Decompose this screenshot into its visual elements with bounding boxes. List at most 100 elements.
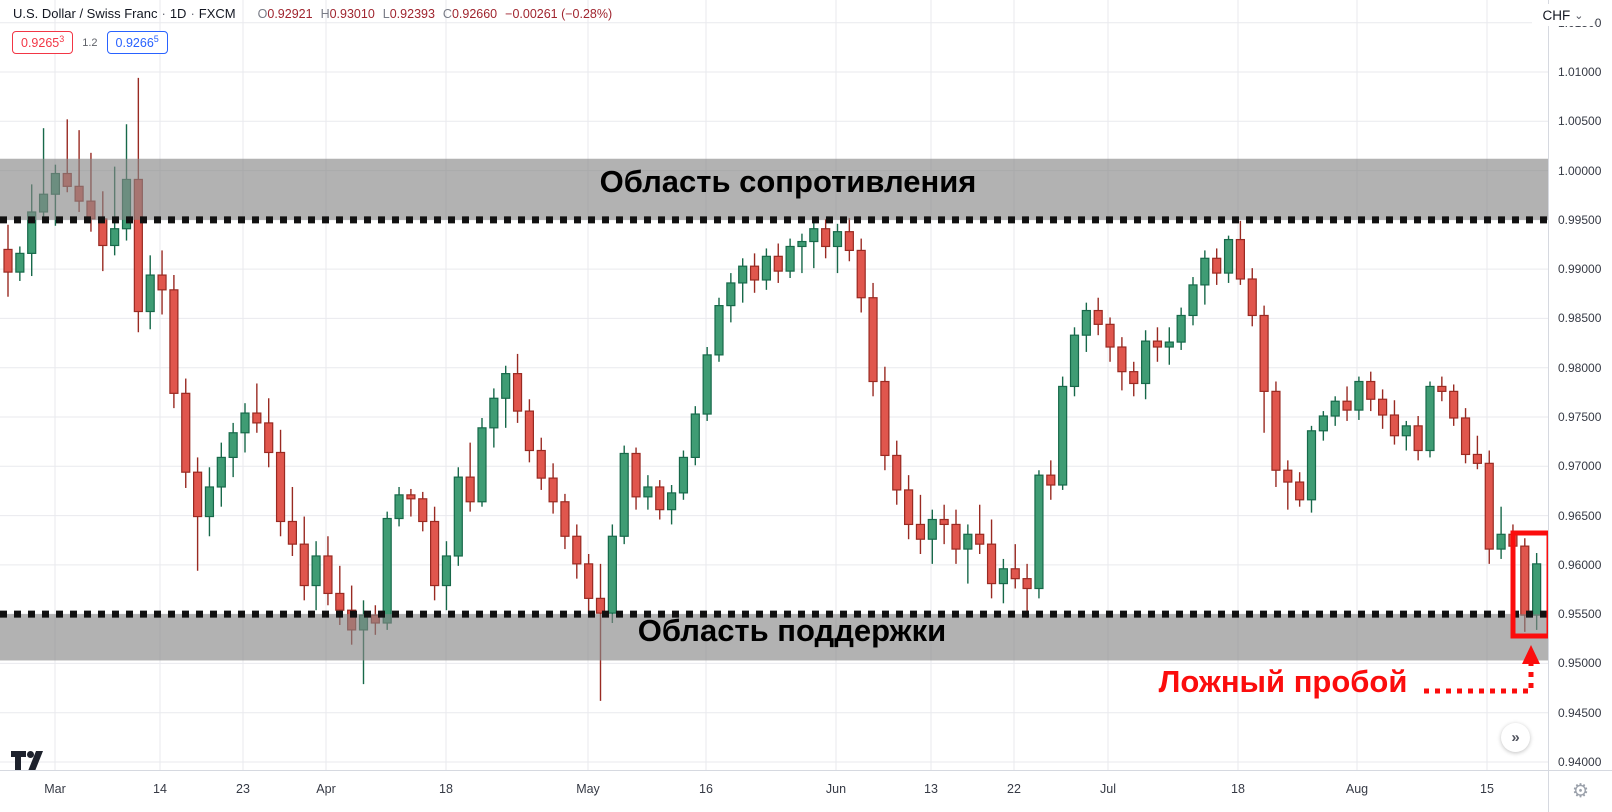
candle-body [1069,334,1080,388]
support-zone[interactable] [0,614,1548,661]
ask-price-pip: 5 [153,34,159,44]
candle-body [1235,238,1246,280]
candle-body [690,413,700,459]
candle-body [145,274,155,313]
candle-body [1330,400,1340,417]
interval-label[interactable]: 1D [169,6,187,21]
support-zone-label: Область поддержки [638,613,946,648]
candle-body [702,354,712,415]
candle-body [299,543,309,587]
candle-body [963,533,973,550]
candle-body [773,255,783,272]
time-tick-label: Apr [316,782,336,796]
candle-body [1389,414,1400,437]
time-tick-label: Jun [825,782,847,796]
time-tick-label: Jul [1100,782,1116,796]
candle-body [418,498,428,523]
candle-body [524,410,535,452]
candle-body [228,432,238,459]
candle-body [584,563,594,599]
false-breakout-label: Ложный пробой [1159,664,1408,699]
candle-body [441,555,452,587]
candle-body [631,452,641,498]
tradingview-logo[interactable] [10,750,44,772]
price-tick-label: 0.99000 [1558,262,1602,277]
candle-body [1117,346,1127,373]
candle-body [1425,385,1435,452]
candle-body [797,240,807,248]
currency-selector[interactable]: CHF ⌄ [1532,4,1594,26]
false-breakout-box[interactable] [1510,530,1548,639]
time-tick-label: 22 [1007,782,1021,796]
resistance-zone[interactable] [0,158,1548,220]
candle-body [1247,278,1257,317]
candle-body [1460,417,1471,456]
candle-body [998,568,1009,585]
candle-body [311,555,321,587]
symbol-title[interactable]: U.S. Dollar / Swiss Franc [13,6,158,21]
candle-body [1342,400,1352,411]
price-axis[interactable]: 1.015001.010001.005001.000000.995000.990… [1548,0,1612,770]
candle-body [323,555,333,595]
candle-body [1306,430,1317,501]
candle-body [975,533,985,545]
candle-body [785,245,795,272]
resistance-zone-label: Область сопротивления [600,164,977,199]
candle-body [157,274,167,291]
price-tick-label: 0.94500 [1558,705,1602,720]
price-tick-label: 0.97000 [1558,459,1602,474]
time-axis[interactable]: Mar 14 23 Apr 18 May 16 Jun 13 22 Jul 18 Aug 15 [0,770,1548,812]
candle-body [714,305,724,356]
ask-price-button[interactable]: 0.92665 [106,31,168,55]
candle-body [264,422,274,454]
candle-body [572,535,582,565]
candle-body [726,282,736,307]
candle-body [666,492,677,511]
spread-value: 1.2 [82,36,98,49]
candle-body [275,451,286,523]
candle-body [927,518,937,540]
candle-body [489,397,499,429]
ask-price: 0.9266 [115,36,154,51]
candle-body [1354,380,1364,411]
high-key: H [320,7,330,21]
candle-body [1377,398,1388,416]
candle-body [1164,341,1174,348]
candlestick-chart[interactable]: Область сопротивления Область поддержки Ло… [0,0,1548,770]
candle-body [607,535,617,614]
candle-body [761,255,772,281]
false-breakout-arrow[interactable] [1424,663,1534,694]
symbol-legend: U.S. Dollar / Swiss Franc · 1D · FXCM O0.9292… [13,6,612,21]
price-tick-label: 1.00500 [1558,114,1602,129]
candle-body [892,454,902,491]
chart-area[interactable]: Область сопротивления Область поддержки Ло… [0,0,1548,772]
close-value: 0.92660 [451,7,498,21]
candle-body [240,412,250,434]
expand-panel-button[interactable]: » [1501,723,1530,752]
candle-body [1046,474,1056,486]
candle-body [204,486,215,518]
candle-body [809,228,819,243]
candle-body [110,228,120,247]
time-tick-label: 14 [153,782,167,796]
exchange-label[interactable]: FXCM [198,6,236,21]
candle-body [643,486,653,498]
price-tick-label: 0.99500 [1558,212,1602,227]
low-value: 0.92393 [389,7,435,21]
currency-code: CHF [1542,7,1571,23]
chart-settings-gear-icon[interactable]: ⚙ [1571,781,1590,802]
candle-body [1496,533,1506,550]
price-tick-label: 0.98500 [1558,311,1602,326]
candle-body [821,228,831,248]
candle-body [548,477,558,503]
candle-body [868,297,878,383]
candle-body [1129,371,1139,385]
price-tick-label: 0.98000 [1558,360,1602,375]
bid-price-button[interactable]: 0.92653 [12,31,74,55]
candle-body [512,373,523,412]
price-tick-label: 0.97500 [1558,409,1602,424]
time-tick-label: Aug [1345,782,1369,796]
price-tick-label: 0.96000 [1558,557,1602,572]
candle-body [738,265,748,284]
candle-body [1437,385,1447,392]
